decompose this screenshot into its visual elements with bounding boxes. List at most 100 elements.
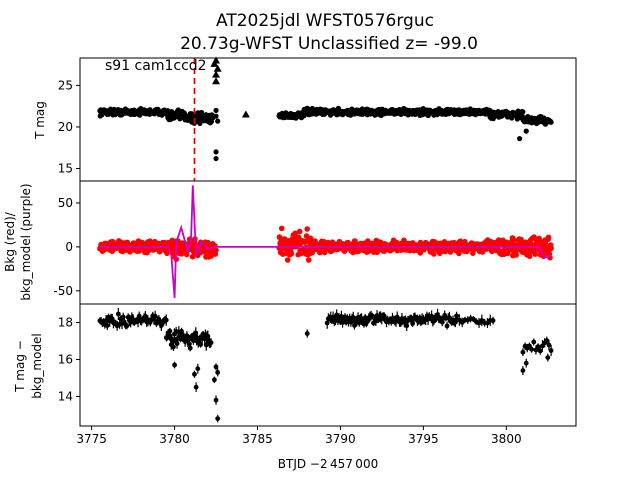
- xtick-label-3790: 3790: [325, 432, 356, 446]
- top-upper-limit-marker: [241, 110, 250, 118]
- top-data-points: [97, 56, 554, 162]
- bkg-point: [296, 228, 303, 235]
- bottom-ylabel-line2: bkg_model: [30, 333, 44, 399]
- bottom-point: [215, 369, 221, 375]
- bkg-point: [513, 252, 519, 258]
- xtick-label-3775: 3775: [76, 432, 107, 446]
- bkg-point: [292, 230, 299, 237]
- bottom-point: [454, 313, 459, 319]
- bottom-point: [115, 311, 121, 317]
- panel-middle: 50 0 -50 Bkg (red)/ bkg_model (purple): [3, 180, 577, 305]
- bottom-point: [192, 371, 197, 377]
- bottom-x-ticks: 3775 3780 3785 3790 3795 3800: [76, 426, 522, 446]
- x-axis-label: BTJD −2 457 000: [278, 457, 378, 471]
- middle-red-points: [97, 225, 554, 263]
- bkg-point: [511, 237, 518, 243]
- bottom-errorbar-points: [97, 307, 554, 423]
- bottom-point: [195, 366, 201, 372]
- bkg-point: [536, 235, 542, 242]
- bkg-point: [284, 257, 291, 263]
- bottom-point: [535, 344, 541, 350]
- bottom-axes-frame: [79, 303, 577, 427]
- bottom-point: [545, 355, 551, 361]
- bkg-point: [518, 236, 524, 243]
- bottom-point: [172, 362, 177, 368]
- top-upper-limit-marker: [212, 56, 221, 64]
- top-point: [215, 118, 221, 124]
- middle-ytick-label-0: 0: [65, 240, 73, 254]
- top-point: [516, 136, 523, 142]
- top-point: [548, 119, 554, 125]
- top-ylabel: T mag: [33, 101, 47, 140]
- bottom-point: [187, 341, 192, 347]
- bottom-point: [167, 328, 173, 334]
- xtick-label-3795: 3795: [408, 432, 439, 446]
- top-point: [213, 149, 219, 155]
- bottom-point: [104, 323, 110, 328]
- panel-top: s91 cam1ccd2 15 20 25 T mag: [33, 56, 577, 182]
- top-upper-limit-marker: [212, 70, 221, 78]
- bottom-point: [213, 397, 219, 403]
- bottom-point: [163, 317, 169, 323]
- xtick-label-3780: 3780: [159, 432, 190, 446]
- bottom-point: [523, 360, 529, 366]
- bottom-point: [213, 364, 219, 370]
- bottom-point: [215, 416, 221, 422]
- bottom-point: [187, 345, 193, 351]
- bottom-point: [211, 377, 217, 383]
- bottom-point: [520, 368, 526, 373]
- bkg-model-line: [99, 185, 552, 298]
- top-point: [213, 155, 219, 162]
- top-ytick-label-15: 15: [58, 162, 73, 176]
- top-upper-limit-marker: [213, 64, 222, 72]
- bkg-point: [278, 225, 285, 232]
- bkg-point: [456, 250, 462, 257]
- top-y-ticks: 15 20 25: [58, 78, 80, 176]
- bottom-point: [124, 323, 130, 329]
- bottom-point: [520, 349, 526, 355]
- top-point: [213, 113, 219, 119]
- bkg-point: [321, 249, 328, 256]
- bkg-point: [548, 245, 554, 252]
- bkg-point: [431, 251, 437, 257]
- bottom-point: [490, 318, 496, 323]
- bottom-point: [120, 314, 126, 320]
- bottom-point: [152, 313, 158, 319]
- bottom-point: [531, 339, 537, 345]
- middle-ytick-label--50: -50: [53, 284, 73, 298]
- chart-title-line2: 20.73g-WFST Unclassified z= -99.0: [180, 34, 478, 54]
- top-point: [523, 128, 529, 134]
- bottom-point: [529, 346, 534, 352]
- bkg-point: [304, 226, 311, 232]
- bkg-point: [213, 247, 219, 254]
- bottom-point: [193, 384, 199, 390]
- bottom-ytick-label-16: 16: [58, 352, 73, 366]
- middle-ylabel-line1: Bkg (red)/: [3, 211, 17, 272]
- bottom-point: [548, 348, 554, 353]
- bottom-point: [304, 331, 310, 336]
- bkg-point: [305, 257, 312, 263]
- bottom-point: [356, 320, 362, 326]
- xtick-label-3800: 3800: [491, 432, 522, 446]
- bottom-point: [444, 323, 450, 329]
- bottom-ytick-label-14: 14: [58, 389, 73, 403]
- bottom-point: [168, 342, 174, 348]
- bottom-point: [208, 340, 214, 346]
- top-ytick-label-20: 20: [58, 120, 73, 134]
- bottom-ylabel-line1: T mag −: [13, 340, 27, 393]
- chart-title-line1: AT2025jdl WFST0576rguc: [216, 11, 434, 31]
- top-axes-frame: [79, 57, 577, 182]
- bottom-y-ticks: 14 16 18: [58, 315, 80, 403]
- middle-ytick-label-50: 50: [58, 196, 73, 210]
- annotation-camera: s91 cam1ccd2: [105, 58, 207, 74]
- top-point: [213, 107, 219, 113]
- bottom-ytick-label-18: 18: [58, 315, 73, 329]
- bkg-point: [526, 253, 533, 259]
- bottom-point: [174, 341, 180, 346]
- bkg-point: [545, 234, 552, 241]
- bottom-point: [546, 342, 552, 348]
- middle-y-ticks: 50 0 -50: [53, 196, 80, 298]
- bkg-point: [532, 251, 538, 257]
